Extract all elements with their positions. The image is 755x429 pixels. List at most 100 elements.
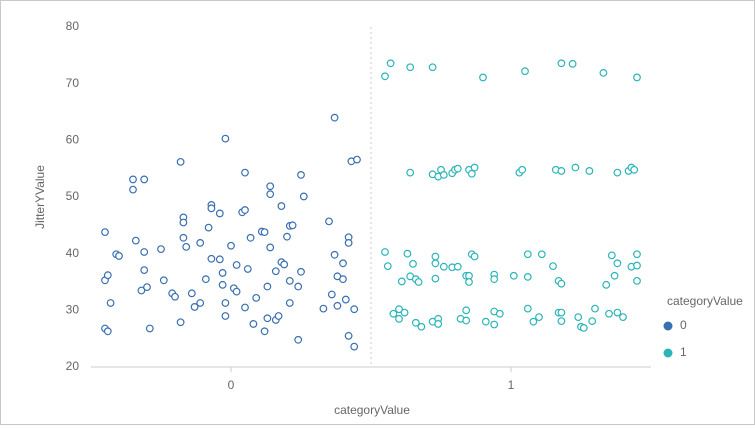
point <box>633 276 641 285</box>
point <box>319 304 328 313</box>
point <box>241 168 249 177</box>
point <box>207 204 216 213</box>
point <box>389 309 398 318</box>
point <box>633 250 641 259</box>
point <box>249 320 258 328</box>
point <box>509 271 518 280</box>
point <box>439 170 448 179</box>
point <box>187 289 196 298</box>
point <box>406 168 415 177</box>
point <box>241 206 249 214</box>
point <box>411 318 420 327</box>
point <box>221 134 230 143</box>
point <box>521 67 529 76</box>
point <box>630 165 639 174</box>
point <box>252 293 261 302</box>
y-tick-label: 30 <box>66 303 80 317</box>
point <box>207 254 216 263</box>
point <box>137 286 146 295</box>
point <box>537 250 546 259</box>
point <box>397 277 406 286</box>
point <box>386 59 395 68</box>
point <box>599 68 608 77</box>
point <box>453 164 462 173</box>
point <box>341 295 350 304</box>
point <box>605 309 613 318</box>
point <box>288 221 297 230</box>
point <box>176 157 185 166</box>
point <box>263 314 272 323</box>
y-axis-title: JitterYValue <box>33 165 47 229</box>
point <box>350 305 359 314</box>
point <box>171 292 179 301</box>
point <box>495 309 504 318</box>
point <box>417 322 426 331</box>
point <box>263 282 272 291</box>
point <box>221 299 230 307</box>
point <box>196 238 205 247</box>
point <box>400 308 409 317</box>
point <box>490 275 499 284</box>
point <box>129 175 137 184</box>
legend-label: 1 <box>680 345 687 359</box>
y-tick-label: 50 <box>66 189 80 203</box>
point <box>218 280 227 289</box>
y-tick-label: 40 <box>66 246 80 260</box>
point <box>479 73 487 82</box>
point <box>557 59 566 68</box>
point <box>344 331 353 340</box>
point <box>297 170 305 179</box>
x-tick-label: 0 <box>228 378 235 392</box>
point <box>574 313 583 322</box>
point <box>201 275 210 284</box>
x-axis-title: categoryValue <box>334 403 410 417</box>
point <box>274 312 283 320</box>
y-tick-label: 80 <box>66 19 80 33</box>
point <box>215 255 224 264</box>
point <box>103 271 112 280</box>
point <box>179 233 188 242</box>
point <box>591 304 599 313</box>
point <box>588 317 597 326</box>
point <box>490 320 499 329</box>
point <box>383 262 392 271</box>
point <box>101 228 109 237</box>
point <box>243 265 252 273</box>
point <box>285 299 294 307</box>
point <box>535 313 543 322</box>
legend-marker <box>663 321 673 331</box>
point <box>465 271 473 280</box>
point <box>241 303 249 312</box>
point <box>196 299 205 307</box>
point <box>215 209 224 218</box>
point <box>585 167 594 175</box>
point <box>179 218 188 227</box>
point <box>613 168 622 177</box>
point <box>395 314 403 323</box>
point <box>140 266 149 275</box>
point <box>266 190 275 199</box>
point <box>297 267 305 276</box>
point <box>395 305 403 314</box>
point <box>221 312 230 320</box>
point <box>266 243 275 252</box>
y-tick-label: 60 <box>66 133 80 147</box>
point <box>557 167 566 175</box>
point <box>428 63 437 72</box>
point <box>381 248 389 256</box>
point <box>523 304 532 313</box>
point <box>403 249 412 258</box>
point <box>106 299 115 307</box>
point <box>115 252 123 260</box>
point <box>218 269 227 277</box>
point <box>549 262 557 271</box>
point <box>579 324 588 332</box>
point <box>140 175 149 184</box>
point <box>434 320 443 328</box>
point <box>327 290 336 299</box>
point <box>613 259 622 268</box>
point <box>467 169 476 178</box>
point <box>602 280 611 289</box>
point <box>176 318 185 327</box>
